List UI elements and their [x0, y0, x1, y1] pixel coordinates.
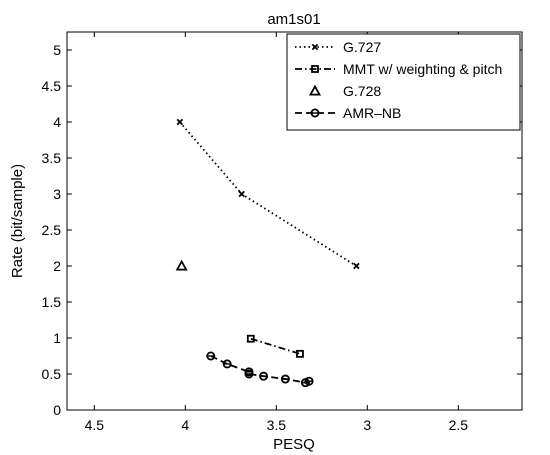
y-tick-label: 5 [53, 42, 61, 58]
y-tick-label: 1.5 [42, 294, 62, 310]
data-point [296, 349, 304, 358]
y-tick-label: 1 [53, 330, 61, 346]
x-axis-label: PESQ [273, 436, 315, 453]
legend-marker [311, 65, 319, 73]
y-tick-label: 4 [53, 114, 61, 130]
plot-area [175, 118, 360, 388]
x-tick-label: 4.5 [85, 417, 105, 433]
series-line [250, 337, 301, 355]
legend-item: G.728 [308, 83, 381, 99]
legend-item: MMT w/ weighting & pitch [295, 61, 502, 77]
x-tick-label: 4 [181, 417, 189, 433]
y-tick-label: 0.5 [42, 366, 62, 382]
y-axis-label: Rate (bit/sample) [9, 164, 26, 278]
y-tick-label: 2 [53, 258, 61, 274]
series-line [179, 121, 357, 267]
data-point [176, 118, 184, 126]
data-point [238, 190, 245, 198]
data-point [175, 259, 188, 271]
legend-marker [311, 43, 319, 51]
legend-marker [308, 84, 322, 96]
x-tick-label: 3 [363, 417, 371, 433]
y-tick-label: 3.5 [42, 150, 62, 166]
axes-box [66, 31, 523, 411]
y-tick-label: 3 [53, 186, 61, 202]
legend-item: G.727 [295, 39, 381, 55]
series-2 [246, 334, 304, 358]
series-4 [206, 351, 314, 388]
legend-label: MMT w/ weighting & pitch [343, 61, 502, 77]
data-point [353, 262, 360, 270]
data-point [246, 334, 255, 343]
x-tick-label: 3.5 [267, 417, 287, 433]
y-tick-label: 4.5 [42, 78, 62, 94]
legend: G.727 MMT w/ weighting & pitch G.728 AMR–NB [286, 33, 521, 131]
axis-ticks: 4.5 4 3.5 3 2.5 0 0.5 1 1.5 2 2.5 3 3.5 4 4.5 5 [42, 32, 522, 433]
legend-item: AMR–NB [295, 105, 401, 121]
legend-label: AMR–NB [343, 105, 401, 121]
legend-label: G.728 [343, 83, 381, 99]
legend-box [286, 33, 521, 131]
y-tick-label: 0 [53, 402, 61, 418]
y-tick-label: 2.5 [42, 222, 62, 238]
series-3 [175, 259, 188, 271]
series-1 [176, 118, 360, 270]
legend-label: G.727 [343, 39, 381, 55]
x-tick-label: 2.5 [449, 417, 469, 433]
chart-title: am1s01 [267, 11, 320, 28]
